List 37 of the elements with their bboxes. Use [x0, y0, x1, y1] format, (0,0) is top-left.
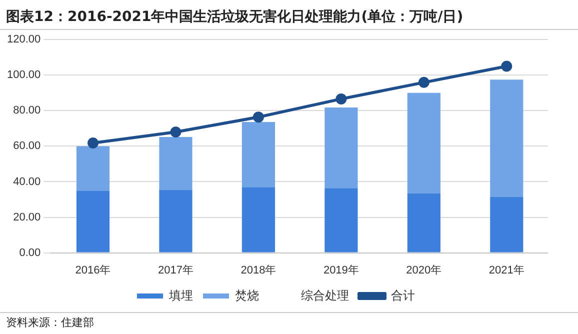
y-tick-label: 20.00 [13, 211, 41, 224]
bar [242, 187, 276, 252]
bar [490, 80, 524, 198]
y-tick-label: 0.00 [19, 246, 41, 259]
text: 资料来源：住建部 [0, 312, 578, 332]
y-tick-label: 40.00 [13, 176, 41, 188]
bar [407, 193, 440, 252]
x-tick-label: 2018年 [240, 264, 276, 276]
y-tick-label: 120.00 [6, 34, 41, 46]
x-tick-label: 2017年 [158, 264, 194, 276]
bar [76, 190, 110, 252]
legend-label: 焚烧 [235, 288, 259, 302]
y-tick-label: 100.00 [6, 69, 41, 82]
legend-label: 合计 [391, 288, 415, 302]
bar [324, 188, 358, 252]
text: 综合处理 [301, 288, 349, 302]
bar [242, 122, 276, 188]
x-tick-label: 2020年 [406, 264, 442, 276]
bar [407, 92, 440, 194]
legend-label: 填埋 [168, 288, 193, 302]
point [88, 138, 99, 148]
chart-title: 图表12：2016-2021年中国生活垃圾无害化日处理能力(单位：万吨/日) [0, 0, 578, 30]
x-tick-label: 2021年 [488, 264, 524, 276]
y-tick-label: 80.00 [13, 104, 41, 117]
bar [490, 197, 524, 252]
bar [159, 190, 192, 252]
point [336, 93, 347, 104]
point [418, 76, 430, 88]
bar [324, 107, 358, 188]
bar [159, 136, 192, 190]
point [170, 126, 182, 138]
bar [76, 146, 110, 191]
x-tick-label: 2016年 [75, 264, 111, 276]
y-tick-label: 60.00 [13, 140, 41, 152]
point [501, 60, 512, 72]
point [252, 112, 264, 123]
x-tick-label: 2019年 [323, 264, 359, 276]
